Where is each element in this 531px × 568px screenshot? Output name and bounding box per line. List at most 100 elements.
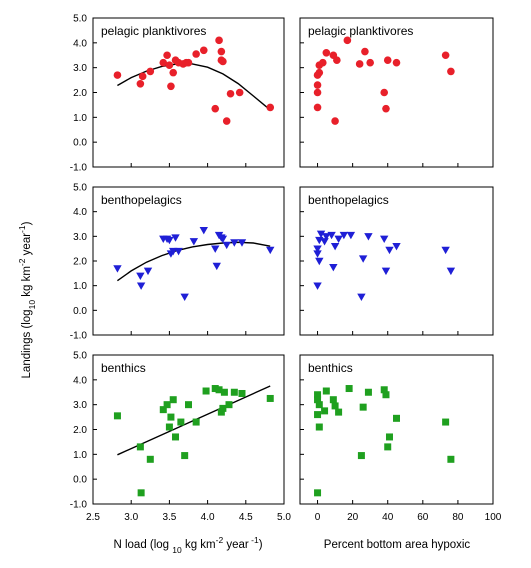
data-point	[393, 414, 400, 422]
x-tick-label: 3.5	[162, 512, 176, 523]
x-tick-label: 4.0	[201, 512, 215, 523]
plot-frame	[92, 186, 285, 336]
y-tick-label: 5.0	[73, 14, 87, 25]
x-tick-label: 60	[417, 512, 429, 523]
y-tick-label: 1.0	[73, 281, 87, 292]
y-tick-label: 1.0	[73, 450, 87, 461]
x-tick-label: 2.5	[86, 512, 100, 523]
plot-frame	[92, 354, 285, 505]
data-point	[322, 387, 330, 395]
data-point	[382, 104, 390, 113]
data-point	[320, 238, 329, 246]
data-point	[313, 250, 322, 258]
data-point	[237, 239, 247, 247]
data-point	[226, 89, 235, 98]
data-point	[222, 117, 231, 125]
data-point	[143, 267, 153, 276]
data-point	[165, 61, 174, 69]
plot-frame	[299, 354, 494, 505]
y-tick-label: 3.0	[73, 63, 87, 74]
data-point	[146, 67, 155, 76]
data-point	[202, 387, 210, 395]
plot-frame	[92, 17, 285, 168]
y-tick-label: 3.0	[73, 400, 87, 411]
data-point	[333, 56, 341, 65]
panel-benthic-nload: -1.0 0.0 1.0 2.0 3.0 4.0 5.0 2.5 3.0 3.5 4.0 4.5 5.0…	[70, 351, 292, 524]
data-point	[331, 117, 339, 125]
data-point	[329, 263, 338, 272]
data-point	[136, 443, 144, 451]
data-point	[314, 391, 322, 399]
data-point	[165, 423, 173, 431]
x-tick-label: 0	[315, 512, 321, 523]
y-tick-label: -1.0	[70, 500, 88, 511]
data-point	[138, 72, 147, 81]
data-point	[266, 103, 275, 112]
data-point	[314, 396, 322, 404]
data-point	[137, 489, 145, 497]
data-point	[159, 406, 167, 414]
data-point	[314, 489, 322, 497]
data-point	[322, 48, 331, 57]
data-point	[199, 226, 208, 235]
data-point	[169, 396, 177, 404]
plot-frame	[299, 17, 494, 168]
y-axis-label: Landings (log10 kg km-2 year-1)	[17, 221, 37, 378]
data-point	[136, 80, 145, 88]
panel-bentho-hypoxic: benthopelagics	[299, 186, 494, 336]
x-axis-label-nload: N load (log 10 kg km-2 year -1)	[113, 535, 262, 555]
data-point	[315, 401, 323, 409]
data-point	[339, 231, 349, 240]
data-point	[235, 88, 244, 97]
data-point	[343, 36, 352, 45]
data-point	[165, 236, 174, 245]
data-point	[192, 50, 200, 58]
x-tick-label: 4.5	[239, 512, 253, 523]
data-point	[329, 396, 337, 404]
data-point	[211, 385, 219, 393]
y-tick-label: -1.0	[70, 163, 88, 174]
data-point	[215, 36, 223, 45]
data-point	[113, 412, 121, 420]
data-point	[169, 68, 178, 77]
panel-title: pelagic planktivores	[308, 24, 413, 38]
data-point	[345, 385, 353, 393]
data-point	[446, 267, 456, 276]
data-point	[364, 388, 372, 396]
panel-title: pelagic planktivores	[101, 24, 206, 38]
data-point	[215, 386, 223, 394]
x-tick-label: 5.0	[277, 512, 291, 523]
data-point	[181, 452, 189, 460]
data-point	[334, 235, 343, 243]
data-point	[335, 408, 343, 416]
data-point	[364, 233, 373, 241]
data-point	[380, 235, 389, 243]
data-point	[169, 247, 178, 256]
data-point	[211, 245, 220, 253]
data-point	[327, 231, 336, 240]
data-point	[382, 391, 390, 399]
data-point	[217, 408, 225, 416]
panel-benthic-hypoxic: 0 20 40 60 80 100 benthics	[299, 354, 502, 523]
data-point	[219, 404, 227, 412]
y-tick-label: -1.0	[70, 331, 88, 342]
panel-title: benthics	[101, 361, 146, 375]
data-point	[218, 235, 228, 243]
data-point	[184, 58, 193, 67]
data-point	[381, 267, 391, 276]
data-point	[238, 389, 246, 397]
data-point	[392, 58, 401, 67]
y-tick-label: 0.0	[73, 475, 87, 486]
data-point	[314, 411, 322, 419]
data-point	[357, 452, 365, 460]
data-point	[384, 443, 392, 451]
data-point	[322, 233, 331, 241]
data-point	[380, 386, 388, 394]
x-axis-label-hypoxic: Percent bottom area hypoxic	[324, 539, 471, 551]
data-point	[189, 238, 199, 246]
x-tick-label: 20	[347, 512, 359, 523]
y-tick-label: 2.0	[73, 257, 87, 268]
data-point	[316, 230, 326, 239]
y-tick-label: 3.0	[73, 232, 87, 243]
